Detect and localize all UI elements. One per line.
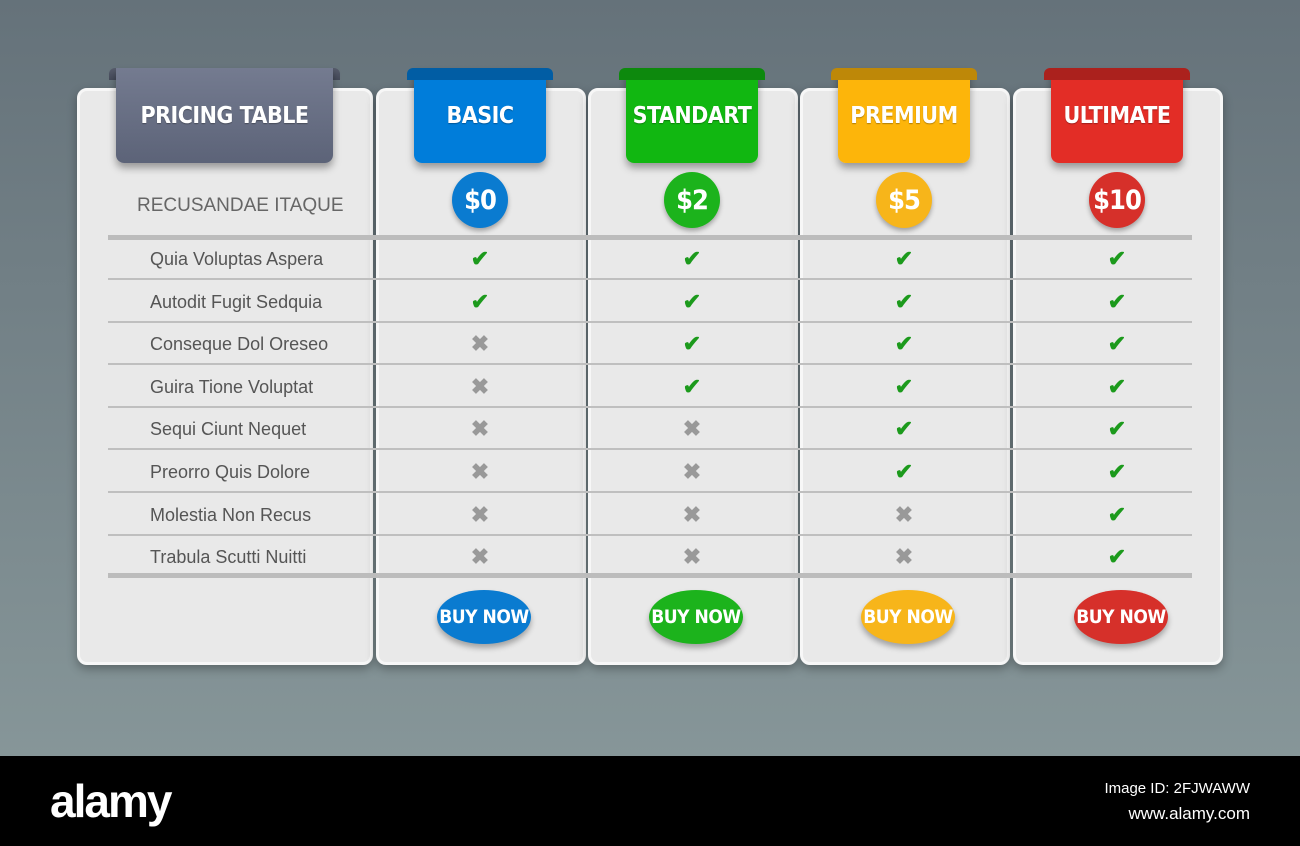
buy-now-button-standart[interactable]: BUY NOW: [649, 590, 743, 644]
row-divider: [108, 448, 1192, 451]
buy-now-button-ultimate[interactable]: BUY NOW: [1074, 590, 1168, 644]
check-icon: ✔: [682, 331, 702, 357]
check-icon: ✔: [682, 246, 702, 271]
cross-icon: ✖: [470, 501, 490, 527]
plan-name-standart: STANDART: [626, 68, 758, 163]
footer-url: www.alamy.com: [1128, 804, 1250, 823]
row-divider: [108, 533, 1192, 536]
divider: [108, 235, 1192, 240]
check-icon: ✔: [894, 246, 914, 271]
check-icon: ✔: [470, 288, 490, 314]
buy-now-button-basic[interactable]: BUY NOW: [437, 590, 531, 644]
cross-icon: ✖: [470, 331, 490, 357]
plan-card-ultimate: [1013, 88, 1223, 665]
cross-icon: ✖: [894, 544, 914, 570]
cross-icon: ✖: [470, 416, 490, 442]
row-divider: [108, 363, 1192, 366]
cross-icon: ✖: [682, 544, 702, 570]
check-icon: ✔: [1107, 246, 1127, 271]
check-icon: ✔: [1107, 459, 1127, 484]
check-icon: ✔: [894, 459, 914, 484]
feature-label: Guira Tione Voluptat: [150, 376, 314, 397]
feature-label: Preorro Quis Dolore: [150, 462, 311, 482]
check-icon: ✔: [894, 373, 914, 399]
divider: [108, 573, 1192, 578]
section-label: RECUSANDAE ITAQUE: [137, 195, 344, 216]
check-icon: ✔: [894, 331, 914, 357]
cross-icon: ✖: [470, 373, 490, 399]
check-icon: ✔: [1107, 501, 1127, 527]
feature-label: Autodit Fugit Sedquia: [150, 291, 323, 312]
cross-icon: ✖: [682, 501, 702, 527]
check-icon: ✔: [1107, 288, 1127, 314]
check-icon: ✔: [1107, 373, 1127, 399]
buy-now-button-premium[interactable]: BUY NOW: [861, 590, 955, 644]
feature-card: [77, 88, 373, 665]
footer: alamy Image ID: 2FJWAWW www.alamy.com: [0, 756, 1300, 846]
cross-icon: ✖: [470, 544, 490, 570]
cross-icon: ✖: [470, 459, 490, 484]
row-divider: [108, 491, 1192, 493]
plan-name-basic: BASIC: [414, 68, 546, 163]
row-divider: [108, 278, 1192, 280]
check-icon: ✔: [894, 288, 914, 314]
plan-price-premium: $5: [876, 172, 932, 228]
feature-label: Quia Voluptas Aspera: [150, 249, 324, 269]
cross-icon: ✖: [894, 501, 914, 527]
table-title: PRICING TABLE: [116, 68, 333, 163]
check-icon: ✔: [682, 288, 702, 314]
plan-card-premium: [800, 88, 1010, 665]
plan-name-premium: PREMIUM: [838, 68, 970, 163]
check-icon: ✔: [1107, 416, 1127, 442]
check-icon: ✔: [682, 373, 702, 399]
check-icon: ✔: [1107, 544, 1127, 570]
plan-price-ultimate: $10: [1089, 172, 1145, 228]
check-icon: ✔: [1107, 331, 1127, 357]
row-divider: [108, 320, 1192, 323]
feature-label: Conseque Dol Oreseo: [150, 334, 329, 355]
image-id: Image ID: 2FJWAWW: [1104, 780, 1250, 797]
plan-price-basic: $0: [452, 172, 508, 228]
plan-price-standart: $2: [664, 172, 720, 228]
feature-label: Trabula Scutti Nuitti: [150, 547, 307, 568]
cross-icon: ✖: [682, 459, 702, 484]
check-icon: ✔: [470, 246, 490, 271]
check-icon: ✔: [894, 416, 914, 442]
row-divider: [108, 405, 1192, 408]
cross-icon: ✖: [682, 416, 702, 442]
plan-name-ultimate: ULTIMATE: [1051, 68, 1183, 163]
feature-label: Molestia Non Recus: [150, 504, 312, 525]
feature-label: Sequi Ciunt Nequet: [150, 419, 307, 440]
footer-logo: alamy: [50, 775, 172, 827]
